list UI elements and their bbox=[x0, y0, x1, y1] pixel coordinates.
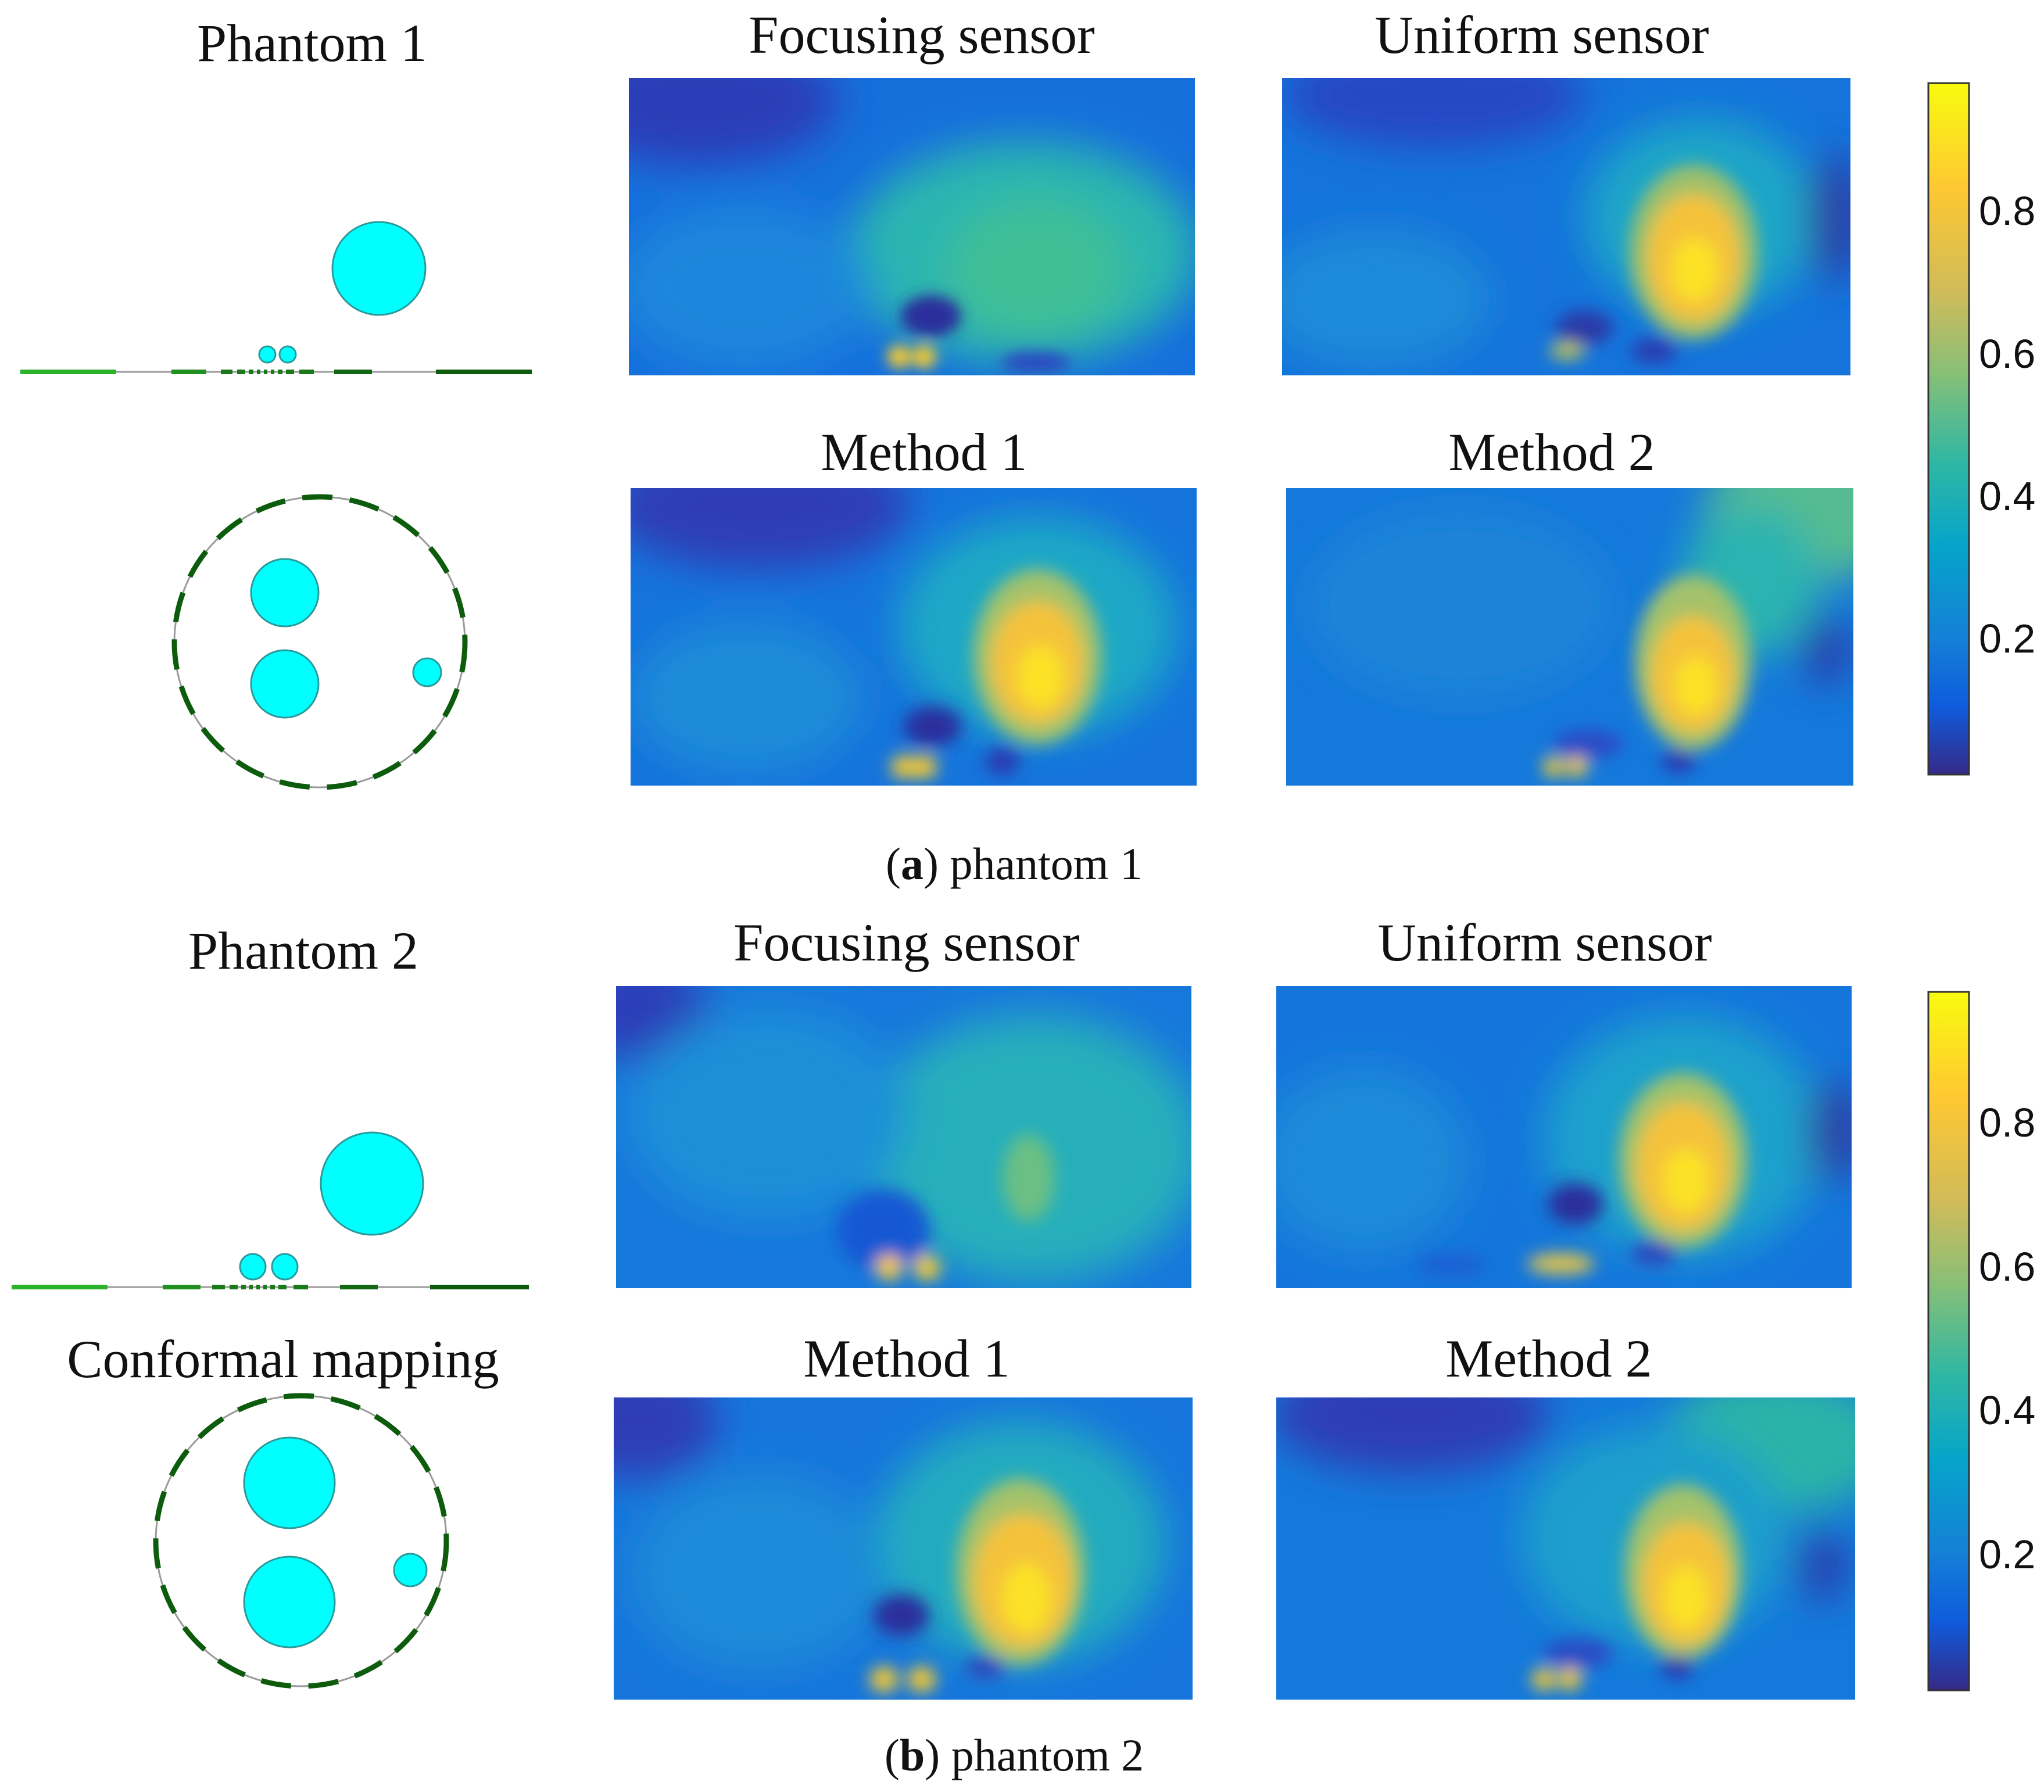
disk-inclusion bbox=[243, 1436, 336, 1529]
a-uniform-sensor-heatmap bbox=[1282, 78, 1850, 375]
b-focusing-sensor-heatmap bbox=[616, 986, 1191, 1288]
disk-inclusion bbox=[243, 1556, 336, 1648]
a-halfplane-schematic bbox=[17, 215, 535, 384]
a-disk-svg bbox=[171, 494, 468, 790]
b-disk-svg bbox=[153, 1393, 449, 1689]
a-method-1-svg bbox=[631, 488, 1197, 786]
b-method-2-title: Method 2 bbox=[1445, 1329, 1652, 1388]
caption-b-letter: b bbox=[899, 1730, 925, 1780]
b-method-1-title: Method 1 bbox=[803, 1329, 1010, 1388]
a-focusing-sensor-heatmap bbox=[629, 78, 1195, 375]
phantom-1-title: Phantom 1 bbox=[196, 13, 428, 73]
small-inclusion bbox=[239, 1253, 267, 1281]
small-inclusion bbox=[258, 345, 277, 364]
b-colorbar-tick-0.4: 0.4 bbox=[1979, 1388, 2036, 1433]
b-uniform-sensor-heatmap bbox=[1276, 986, 1852, 1288]
a-colorbar bbox=[1927, 82, 1970, 776]
a-colorbar-svg bbox=[1927, 82, 1970, 776]
b-uniform-svg bbox=[1276, 986, 1852, 1288]
b-colorbar-tick-0.6: 0.6 bbox=[1979, 1244, 2036, 1289]
a-method-2-svg bbox=[1286, 488, 1853, 786]
large-inclusion bbox=[331, 221, 427, 316]
b-disk-schematic bbox=[150, 1390, 452, 1692]
disk-inclusion bbox=[250, 558, 320, 628]
small-inclusion bbox=[278, 345, 297, 364]
disk-inclusion-small bbox=[393, 1553, 428, 1587]
b-method-2-heatmap bbox=[1276, 1397, 1855, 1700]
caption-a-text: phantom 1 bbox=[950, 838, 1143, 889]
disk-inclusion-small bbox=[412, 657, 442, 687]
b-colorbar-tick-0.2: 0.2 bbox=[1979, 1532, 2036, 1577]
a-uniform-sensor-title: Uniform sensor bbox=[1374, 5, 1709, 64]
b-halfplane-svg bbox=[12, 1131, 529, 1289]
large-inclusion bbox=[320, 1131, 424, 1236]
disk-electrodes bbox=[153, 1393, 449, 1689]
a-halfplane-svg bbox=[20, 221, 532, 374]
caption-a-letter: a bbox=[901, 838, 924, 889]
caption-b-text: phantom 2 bbox=[951, 1730, 1144, 1780]
b-method-1-heatmap bbox=[614, 1397, 1193, 1700]
small-inclusion bbox=[271, 1253, 299, 1281]
a-colorbar-tick-0.4: 0.4 bbox=[1979, 474, 2036, 519]
a-focusing-sensor-title: Focusing sensor bbox=[749, 5, 1095, 64]
b-colorbar-svg bbox=[1927, 991, 1970, 1691]
b-colorbar-tick-0.8: 0.8 bbox=[1979, 1100, 2036, 1145]
a-uniform-svg bbox=[1282, 78, 1850, 375]
caption-a: (a) phantom 1 bbox=[886, 838, 1143, 889]
b-halfplane-schematic bbox=[9, 1127, 532, 1296]
b-focusing-svg bbox=[616, 986, 1191, 1288]
mapping-title: Conformal mapping bbox=[67, 1329, 499, 1389]
disk-electrodes bbox=[171, 494, 468, 790]
a-colorbar-tick-0.2: 0.2 bbox=[1979, 616, 2036, 661]
a-focusing-svg bbox=[629, 78, 1195, 375]
a-method-2-heatmap bbox=[1286, 488, 1853, 786]
b-method-2-svg bbox=[1276, 1397, 1855, 1700]
a-colorbar-tick-0.8: 0.8 bbox=[1979, 188, 2036, 234]
caption-b: (b) phantom 2 bbox=[884, 1730, 1144, 1780]
a-disk-schematic bbox=[169, 491, 471, 793]
a-colorbar-tick-0.6: 0.6 bbox=[1979, 331, 2036, 377]
a-method-1-heatmap bbox=[631, 488, 1197, 786]
a-method-2-title: Method 2 bbox=[1448, 422, 1655, 482]
phantom-2-title: Phantom 2 bbox=[188, 921, 419, 980]
b-focusing-sensor-title: Focusing sensor bbox=[733, 913, 1080, 972]
b-colorbar bbox=[1927, 991, 1970, 1691]
disk-inclusion bbox=[250, 649, 320, 719]
b-uniform-sensor-title: Uniform sensor bbox=[1377, 913, 1712, 972]
b-method-1-svg bbox=[614, 1397, 1193, 1700]
a-method-1-title: Method 1 bbox=[821, 422, 1028, 482]
